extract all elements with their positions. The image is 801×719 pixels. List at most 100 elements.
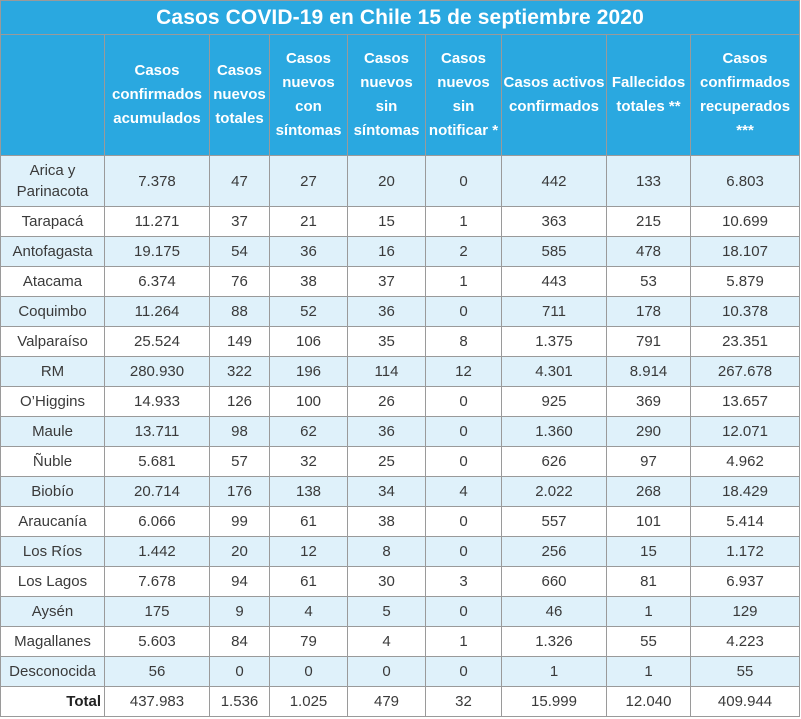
value-cell: 363	[501, 206, 607, 237]
value-cell: 1.442	[104, 536, 210, 567]
value-cell: 442	[501, 155, 607, 207]
value-cell: 322	[209, 356, 270, 387]
value-cell: 4.223	[689, 626, 801, 657]
value-cell: 61	[269, 506, 348, 537]
value-cell: 7.678	[104, 566, 210, 597]
value-cell: 76	[209, 266, 270, 297]
value-cell: 30	[347, 566, 426, 597]
value-cell: 1	[425, 206, 502, 237]
value-cell: 46	[501, 596, 607, 627]
value-cell: 84	[209, 626, 270, 657]
corner-header-cell	[0, 34, 105, 156]
table-row: Coquimbo 11.264 88 52 36 0 711 178 10.378	[0, 296, 801, 327]
value-cell: 8	[347, 536, 426, 567]
value-cell: 12.071	[689, 416, 801, 447]
table-row: Los Ríos 1.442 20 12 8 0 256 15 1.172	[0, 536, 801, 567]
region-name-cell: Aysén	[0, 596, 105, 627]
value-cell: 37	[209, 206, 270, 237]
region-name-cell: Desconocida	[0, 656, 105, 687]
region-name-cell: Magallanes	[0, 626, 105, 657]
value-cell: 557	[501, 506, 607, 537]
value-cell: 6.066	[104, 506, 210, 537]
value-cell: 268	[606, 476, 691, 507]
value-cell: 256	[501, 536, 607, 567]
total-cell: 1.025	[269, 686, 348, 717]
total-cell: 15.999	[501, 686, 607, 717]
value-cell: 34	[347, 476, 426, 507]
total-cell: 409.944	[689, 686, 801, 717]
value-cell: 791	[606, 326, 691, 357]
value-cell: 1.375	[501, 326, 607, 357]
value-cell: 55	[689, 656, 801, 687]
column-header: Casos nuevos sin síntomas	[347, 34, 426, 156]
value-cell: 36	[269, 236, 348, 267]
total-row: Total 437.983 1.536 1.025 479 32 15.999 …	[0, 686, 801, 717]
table-row: Ñuble 5.681 57 32 25 0 626 97 4.962	[0, 446, 801, 477]
value-cell: 19.175	[104, 236, 210, 267]
value-cell: 1.326	[501, 626, 607, 657]
table-row: Valparaíso 25.524 149 106 35 8 1.375 791 23.351	[0, 326, 801, 357]
total-cell: 437.983	[104, 686, 210, 717]
value-cell: 626	[501, 446, 607, 477]
value-cell: 178	[606, 296, 691, 327]
value-cell: 0	[425, 155, 502, 207]
value-cell: 2	[425, 236, 502, 267]
value-cell: 138	[269, 476, 348, 507]
value-cell: 660	[501, 566, 607, 597]
column-header: Fallecidos totales **	[606, 34, 691, 156]
value-cell: 3	[425, 566, 502, 597]
value-cell: 38	[347, 506, 426, 537]
value-cell: 478	[606, 236, 691, 267]
value-cell: 585	[501, 236, 607, 267]
total-cell: 479	[347, 686, 426, 717]
region-name-cell: Tarapacá	[0, 206, 105, 237]
value-cell: 0	[425, 536, 502, 567]
value-cell: 36	[347, 416, 426, 447]
table-row: Desconocida 56 0 0 0 0 1 1 55	[0, 656, 801, 687]
value-cell: 5.414	[689, 506, 801, 537]
value-cell: 18.429	[689, 476, 801, 507]
table-row: RM 280.930 322 196 114 12 4.301 8.914 267.678	[0, 356, 801, 387]
region-name-cell: O’Higgins	[0, 386, 105, 417]
value-cell: 7.378	[104, 155, 210, 207]
value-cell: 97	[606, 446, 691, 477]
value-cell: 1.360	[501, 416, 607, 447]
region-name-cell: Arica y Parinacota	[0, 155, 105, 207]
table-row: Biobío 20.714 176 138 34 4 2.022 268 18.429	[0, 476, 801, 507]
table-row: Magallanes 5.603 84 79 4 1 1.326 55 4.223	[0, 626, 801, 657]
value-cell: 8	[425, 326, 502, 357]
value-cell: 443	[501, 266, 607, 297]
value-cell: 15	[347, 206, 426, 237]
value-cell: 126	[209, 386, 270, 417]
total-cell: 32	[425, 686, 502, 717]
value-cell: 4	[269, 596, 348, 627]
value-cell: 47	[209, 155, 270, 207]
table-row: Arica y Parinacota 7.378 47 27 20 0 442 133 6.80…	[0, 155, 801, 207]
value-cell: 5	[347, 596, 426, 627]
total-cell: 12.040	[606, 686, 691, 717]
value-cell: 1	[606, 656, 691, 687]
value-cell: 0	[425, 446, 502, 477]
value-cell: 57	[209, 446, 270, 477]
value-cell: 4	[347, 626, 426, 657]
value-cell: 38	[269, 266, 348, 297]
value-cell: 6.803	[689, 155, 801, 207]
column-header: Casos nuevos sin notificar *	[425, 34, 502, 156]
value-cell: 27	[269, 155, 348, 207]
table-row: Maule 13.711 98 62 36 0 1.360 290 12.071	[0, 416, 801, 447]
region-name-cell: Atacama	[0, 266, 105, 297]
value-cell: 1.172	[689, 536, 801, 567]
value-cell: 15	[606, 536, 691, 567]
value-cell: 129	[689, 596, 801, 627]
value-cell: 133	[606, 155, 691, 207]
region-name-cell: Valparaíso	[0, 326, 105, 357]
value-cell: 52	[269, 296, 348, 327]
table-row: Los Lagos 7.678 94 61 30 3 660 81 6.937	[0, 566, 801, 597]
value-cell: 215	[606, 206, 691, 237]
value-cell: 61	[269, 566, 348, 597]
value-cell: 54	[209, 236, 270, 267]
column-header: Casos activos confirmados	[501, 34, 607, 156]
region-name-cell: Araucanía	[0, 506, 105, 537]
value-cell: 4.962	[689, 446, 801, 477]
